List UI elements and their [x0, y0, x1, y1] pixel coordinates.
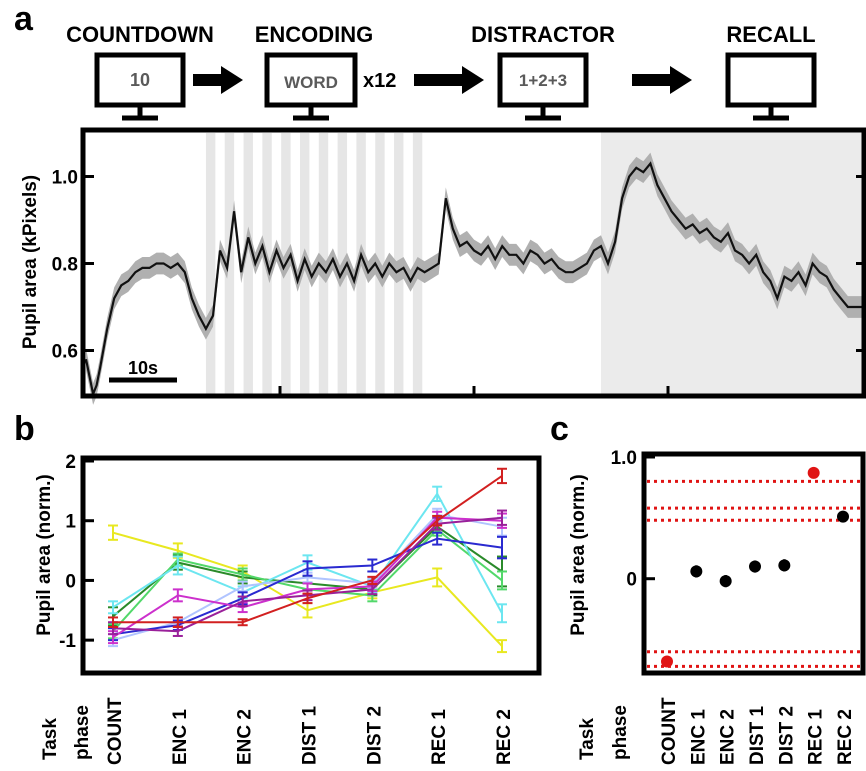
x-tick-label: ENC 1	[170, 709, 191, 765]
y-tick-label: 1.0	[611, 448, 637, 469]
y-tick-label: 0	[626, 570, 637, 591]
x-tick-label: REC 1	[806, 709, 827, 765]
data-point	[719, 575, 732, 588]
data-point	[837, 510, 849, 523]
y-tick-label: 2	[65, 452, 76, 473]
data-point	[807, 466, 820, 479]
data-point	[690, 565, 703, 578]
y-tick-label: 0.6	[52, 342, 78, 363]
stage-distractor-label: DISTRACTOR	[471, 22, 615, 47]
y-tick-label: 0.8	[52, 255, 78, 276]
monitor-icon-distractor	[497, 52, 589, 121]
x-tick-label: ENC 2	[718, 709, 739, 765]
y-tick-label: 0	[65, 571, 76, 592]
stage-recall-label: RECALL	[726, 22, 815, 47]
encoding-repeat-label: x12	[363, 70, 396, 92]
x-tick-label: REC 1	[429, 709, 450, 765]
panel-b-plot: -1 0 1 2 COUNT ENC 1 ENC 2 DIST 1 DIST 2 REC 1 RE…	[59, 452, 542, 765]
panel-c-points	[661, 466, 849, 668]
x-tick-label: ENC 2	[235, 709, 256, 765]
panel-c-task-label: Task	[577, 718, 598, 760]
scale-bar-label: 10s	[128, 358, 158, 378]
x-tick-label: DIST 2	[776, 706, 797, 765]
stage-countdown-label: COUNTDOWN	[66, 22, 214, 47]
trace-error-band	[86, 152, 862, 405]
panel-b-letter: b	[14, 410, 35, 448]
series-5	[108, 507, 507, 648]
stage-encoding-label: ENCODING	[255, 22, 374, 47]
panel-b-y-ticks: -1 0 1 2	[59, 452, 94, 652]
y-tick-label: -1	[59, 631, 76, 652]
x-tick-label: DIST 1	[300, 705, 321, 765]
x-tick-label: REC 2	[835, 709, 856, 765]
series-1	[108, 524, 507, 654]
panel-b-frame	[80, 455, 542, 676]
distractor-screen-text: 1+2+3	[519, 71, 567, 90]
x-tick-label: COUNT	[659, 697, 680, 765]
panel-a-y-ticks: 0.6 0.8 1.0	[52, 168, 864, 396]
x-tick-label: DIST 1	[747, 705, 768, 765]
monitor-icon-countdown	[94, 52, 186, 121]
data-point	[749, 560, 761, 573]
encoding-screen-text: WORD	[284, 73, 338, 92]
panel-c-reference-lines	[647, 479, 860, 668]
panel-b-x-ticks: COUNT ENC 1 ENC 2 DIST 1 DIST 2 REC 1 REC 2	[105, 697, 515, 765]
panel-c-plot: 01.0 COUNT ENC 1 ENC 2 DIST 1 DIST 2 REC 1 REC…	[611, 448, 866, 765]
arrow-icon-2	[414, 66, 484, 94]
panel-c-x-ticks: COUNT ENC 1 ENC 2 DIST 1 DIST 2 REC 1 REC 2	[659, 697, 856, 765]
panel-c-phase-label: phase	[610, 705, 631, 760]
y-tick-label: 1	[65, 512, 76, 533]
countdown-screen-text: 10	[130, 70, 150, 90]
x-tick-label: ENC 1	[688, 709, 709, 765]
encoding-stripe	[205, 133, 216, 394]
panel-a-y-axis-label: Pupil area (kPixels)	[20, 175, 41, 349]
encoding-stripe	[243, 133, 253, 394]
monitor-icon-encoding	[264, 52, 358, 121]
panel-a-plot: 0.6 0.8 1.0 10s	[52, 127, 866, 405]
panel-b-series	[108, 467, 507, 654]
arrow-icon-3	[632, 66, 692, 94]
y-tick-label: 1.0	[52, 168, 78, 189]
panel-b-y-axis-label: Pupil area (norm.)	[34, 474, 55, 636]
panel-b-phase-label: phase	[72, 705, 93, 760]
data-point	[661, 655, 673, 668]
monitor-icon-recall	[725, 52, 817, 121]
panel-c-y-axis-label: Pupil area (norm.)	[568, 474, 589, 636]
panel-c-frame	[641, 451, 866, 676]
series-9	[108, 467, 507, 629]
x-tick-label: COUNT	[105, 697, 126, 765]
data-point	[778, 559, 791, 572]
x-tick-label: REC 2	[494, 709, 515, 765]
x-tick-label: DIST 2	[364, 706, 385, 765]
panel-c-y-ticks: 01.0	[611, 448, 655, 591]
panel-a-letter: a	[14, 0, 34, 38]
panel-c-letter: c	[550, 410, 569, 448]
pupil-trace-line	[84, 161, 862, 398]
panel-b-task-label: Task	[40, 718, 61, 760]
arrow-icon-1	[193, 66, 243, 94]
encoding-stripe	[224, 133, 235, 394]
